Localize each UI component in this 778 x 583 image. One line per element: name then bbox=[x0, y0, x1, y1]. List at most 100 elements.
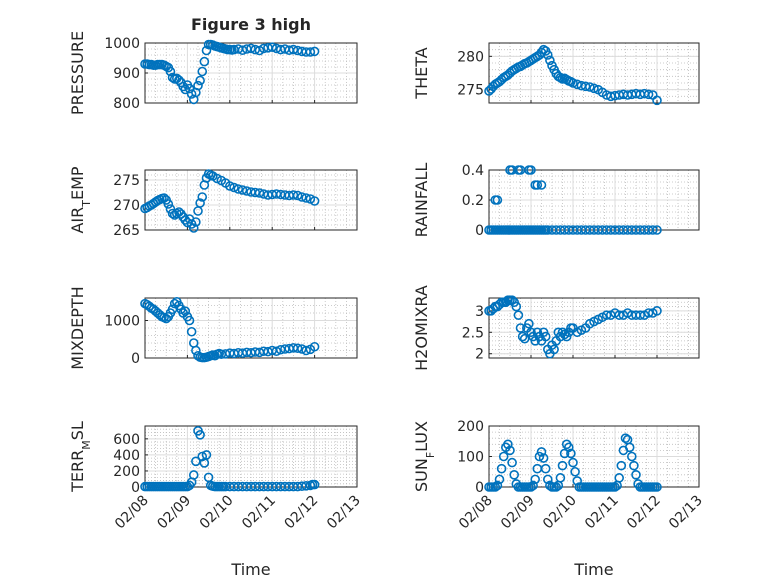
series-markers bbox=[484, 165, 662, 235]
data-point bbox=[532, 180, 543, 190]
y-tick-label: 200 bbox=[113, 464, 140, 480]
data-point bbox=[572, 79, 583, 90]
data-point bbox=[490, 482, 501, 492]
data-point bbox=[566, 448, 576, 459]
y-tick-label: 2.5 bbox=[462, 325, 484, 341]
data-point bbox=[526, 482, 536, 492]
axes-frame bbox=[488, 42, 700, 104]
data-point bbox=[301, 193, 311, 203]
y-axis-label: TERRMSL bbox=[68, 421, 93, 493]
data-point bbox=[180, 306, 191, 316]
y-tick-label: 265 bbox=[113, 223, 140, 239]
data-point bbox=[542, 474, 553, 485]
y-tick-label: 1000 bbox=[104, 314, 140, 330]
data-point bbox=[188, 223, 199, 233]
subplot-pressure: 800 900 1000 PRESSURE bbox=[68, 31, 358, 115]
figure-title: Figure 3 high bbox=[191, 15, 311, 34]
data-point bbox=[199, 56, 210, 67]
data-point bbox=[195, 75, 205, 86]
x-tick-label: 02/13 bbox=[324, 493, 364, 533]
data-point bbox=[524, 318, 534, 329]
y-tick-label: 800 bbox=[113, 96, 140, 112]
y-tick-label: 0.4 bbox=[462, 163, 484, 179]
series-markers bbox=[484, 44, 662, 106]
data-point bbox=[197, 451, 208, 462]
data-point bbox=[540, 463, 551, 474]
y-axis-label: PRESSURE bbox=[68, 31, 87, 115]
data-point bbox=[652, 95, 662, 106]
subplot-sun_flux: 0 100 200 02/08 02/09 02/10 02/11 02/12 02/13 SUN… bbox=[412, 419, 706, 532]
data-point bbox=[538, 453, 549, 463]
data-point bbox=[601, 310, 612, 320]
data-point bbox=[511, 301, 522, 312]
data-point bbox=[624, 442, 635, 453]
data-point bbox=[635, 310, 646, 320]
y-tick-label: 100 bbox=[457, 450, 484, 466]
data-point bbox=[292, 343, 303, 354]
data-point bbox=[505, 445, 515, 456]
data-point bbox=[526, 165, 536, 175]
data-point bbox=[626, 451, 637, 462]
data-point bbox=[530, 474, 541, 485]
y-tick-label: 200 bbox=[457, 419, 484, 435]
data-point bbox=[542, 50, 553, 60]
data-point bbox=[652, 306, 662, 316]
x-tick-label: 02/13 bbox=[666, 493, 706, 533]
data-point bbox=[557, 460, 568, 471]
data-point bbox=[191, 345, 201, 356]
x-tick-label: 02/11 bbox=[239, 493, 279, 533]
data-point bbox=[225, 181, 235, 191]
data-point bbox=[309, 46, 320, 57]
data-point bbox=[629, 460, 639, 471]
x-axis-label-left: Time bbox=[230, 560, 270, 579]
data-point bbox=[267, 42, 278, 53]
y-tick-label: 2 bbox=[475, 347, 484, 363]
subplot-rainfall: 0 0.2 0.4 RAINFALL bbox=[412, 163, 700, 239]
y-axis-label: AIRTEMP bbox=[68, 166, 93, 233]
data-point bbox=[555, 473, 566, 483]
axes-frame bbox=[144, 297, 358, 359]
data-point bbox=[620, 433, 631, 444]
data-point bbox=[186, 89, 197, 99]
data-point bbox=[540, 331, 551, 342]
y-tick-label: 600 bbox=[113, 432, 140, 448]
data-point bbox=[197, 192, 208, 202]
y-axis-label: H2OMIXRA bbox=[412, 285, 431, 371]
data-point bbox=[494, 474, 505, 485]
data-point bbox=[616, 460, 627, 471]
y-axis-label: SUNFLUX bbox=[412, 421, 437, 492]
subplot-mixdepth: 0 1000 MIXDEPTH bbox=[68, 286, 358, 370]
data-point bbox=[536, 180, 547, 190]
data-point bbox=[193, 80, 203, 91]
subplot-air_temp: 265 270 275 AIRTEMP bbox=[68, 166, 358, 239]
data-point bbox=[229, 182, 239, 193]
data-point bbox=[647, 225, 658, 235]
data-point bbox=[184, 315, 195, 326]
data-point bbox=[163, 199, 174, 209]
data-point bbox=[549, 344, 559, 355]
data-point bbox=[297, 192, 307, 202]
data-point bbox=[195, 430, 205, 440]
y-tick-label: 400 bbox=[113, 448, 140, 464]
y-tick-label: 280 bbox=[457, 49, 484, 65]
x-tick-label: 02/08 bbox=[112, 493, 152, 533]
y-tick-label: 0 bbox=[475, 480, 484, 496]
data-point bbox=[309, 196, 320, 206]
y-tick-label: 0 bbox=[131, 351, 140, 367]
data-point bbox=[507, 295, 517, 305]
data-point bbox=[309, 341, 320, 352]
data-point bbox=[197, 66, 208, 77]
data-point bbox=[246, 43, 256, 54]
y-tick-label: 270 bbox=[113, 198, 140, 214]
data-point bbox=[174, 75, 184, 85]
y-tick-label: 900 bbox=[113, 66, 140, 82]
data-point bbox=[643, 308, 654, 318]
data-point bbox=[271, 346, 282, 357]
data-point bbox=[536, 447, 547, 457]
data-point bbox=[643, 89, 654, 100]
data-point bbox=[570, 466, 580, 477]
data-point bbox=[498, 451, 509, 462]
data-point bbox=[180, 84, 191, 95]
